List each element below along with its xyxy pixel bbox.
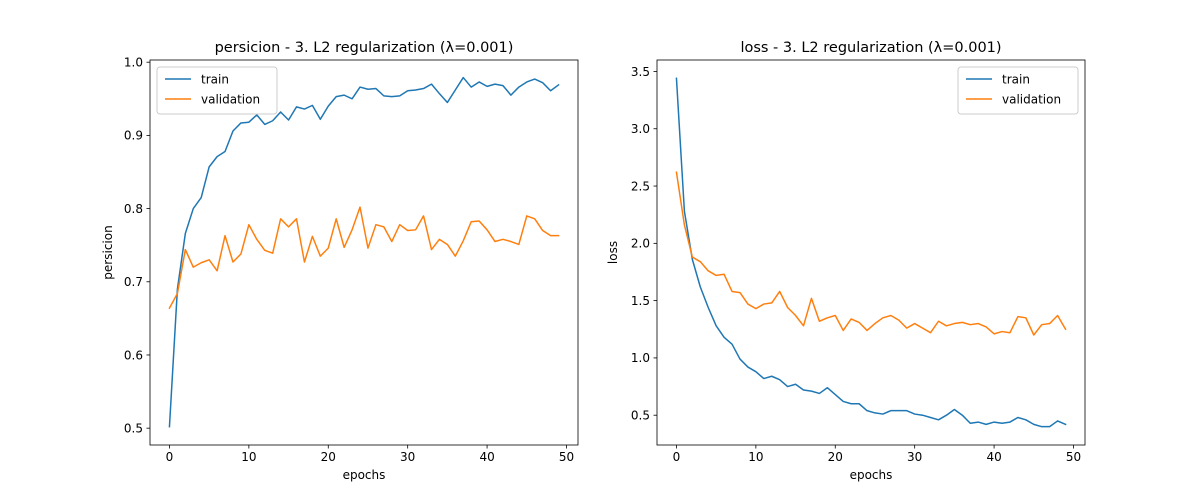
chart-2-y-tick-label: 3.5 — [631, 65, 650, 79]
chart-2-title: loss - 3. L2 regularization (λ=0.001) — [740, 40, 1001, 56]
chart-1-x-tick-label: 10 — [241, 450, 256, 464]
chart-2-y-axis-label: loss — [606, 241, 620, 264]
chart-1-axes-frame — [149, 59, 579, 446]
chart-1: 0 10 20 30 40 50 0.5 0.6 0.7 0.8 0.9 1.0 persicion -… — [101, 40, 579, 482]
chart-2-y-tick-label: 2.0 — [631, 237, 650, 251]
chart-2-axes-frame — [656, 59, 1086, 446]
chart-2-x-tick-label: 50 — [1066, 450, 1081, 464]
chart-1-y-tick-label: 0.5 — [124, 421, 143, 435]
chart-2-legend: train validation — [957, 66, 1079, 115]
chart-1-legend-label-validation: validation — [201, 92, 260, 106]
chart-1-x-tick-label: 20 — [321, 450, 336, 464]
chart-2-x-axis-label: epochs — [850, 468, 893, 482]
chart-2-series-line-train — [675, 77, 1067, 428]
chart-1-y-tick-label: 0.9 — [124, 129, 143, 143]
chart-1-x-tick-label: 50 — [559, 450, 574, 464]
chart-2-y-tick-label: 0.5 — [631, 409, 650, 423]
chart-2-x-tick-label: 10 — [748, 450, 763, 464]
chart-1-y-tick-label: 0.7 — [124, 275, 143, 289]
chart-1-y-tick-label: 0.6 — [124, 348, 143, 362]
chart-1-legend: train validation — [156, 66, 278, 115]
chart-2-legend-label-validation: validation — [1002, 92, 1061, 106]
chart-1-series-line-train — [168, 76, 560, 428]
chart-2-y-tick-label: 3.0 — [631, 122, 650, 136]
chart-2-y-tick-label: 2.5 — [631, 179, 650, 193]
chart-1-series-line-validation — [168, 206, 560, 310]
chart-2-series-line-validation — [675, 171, 1067, 336]
chart-2: 0 10 20 30 40 50 0.5 1.0 1.5 2.0 2.5 3.0 3.5 loss - 3… — [606, 40, 1086, 482]
chart-2-x-tick-label: 40 — [986, 450, 1001, 464]
chart-2-x-tick-label: 20 — [828, 450, 843, 464]
chart-1-y-tick-label: 0.8 — [124, 202, 143, 216]
chart-1-x-axis-label: epochs — [343, 468, 386, 482]
chart-2-legend-label-train: train — [1002, 72, 1030, 86]
chart-1-title: persicion - 3. L2 regularization (λ=0.00… — [215, 40, 514, 56]
chart-2-x-tick-label: 0 — [673, 450, 681, 464]
chart-1-y-axis-label: persicion — [101, 225, 115, 279]
chart-2-y-tick-label: 1.0 — [631, 351, 650, 365]
chart-1-x-tick-label: 0 — [166, 450, 174, 464]
chart-1-x-tick-label: 40 — [479, 450, 494, 464]
chart-1-y-tick-label: 1.0 — [124, 55, 143, 69]
chart-2-y-tick-label: 1.5 — [631, 294, 650, 308]
chart-2-x-tick-label: 30 — [907, 450, 922, 464]
chart-1-x-tick-label: 30 — [400, 450, 415, 464]
chart-1-legend-label-train: train — [201, 72, 229, 86]
